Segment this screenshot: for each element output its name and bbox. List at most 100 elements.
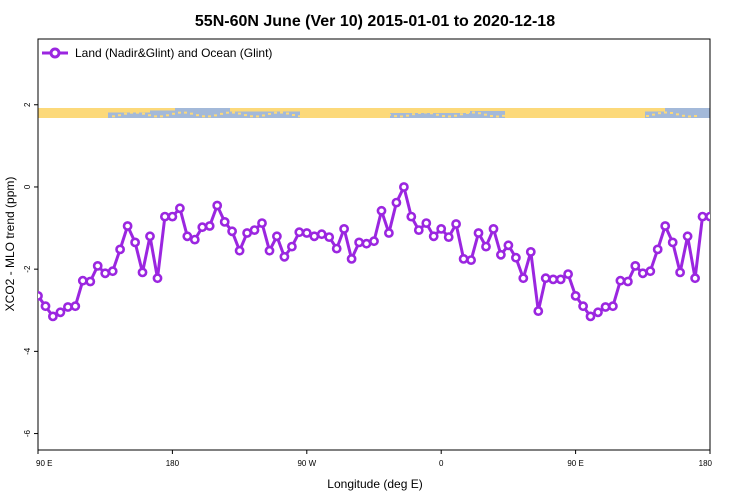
map-strip-land	[574, 112, 577, 115]
data-point	[481, 241, 491, 252]
data-point	[578, 301, 588, 312]
map-strip-land	[178, 111, 181, 114]
map-strip-land	[340, 113, 343, 116]
data-point	[152, 273, 163, 284]
map-strip-land	[286, 112, 289, 115]
map-strip-land	[694, 115, 697, 118]
map-strip-land	[310, 114, 313, 117]
data-point	[645, 266, 656, 277]
data-point	[48, 311, 58, 322]
data-point	[525, 246, 536, 257]
data-point	[279, 251, 290, 262]
y-tick-label: -6	[23, 429, 32, 437]
map-strip-land	[298, 115, 301, 118]
map-strip-land	[592, 115, 595, 118]
data-point	[600, 302, 611, 312]
data-point	[100, 268, 111, 279]
map-strip-land	[262, 114, 265, 117]
data-point	[637, 268, 648, 279]
data-point	[361, 238, 372, 249]
data-point	[63, 302, 73, 312]
x-tick-label: 180	[166, 459, 180, 468]
data-point	[204, 221, 215, 231]
map-strip-land	[430, 112, 433, 115]
data-point	[331, 243, 342, 254]
map-strip-land	[322, 111, 325, 114]
map-strip-land	[645, 108, 665, 112]
data-point	[92, 260, 103, 271]
map-strip-land	[470, 108, 505, 111]
data-point	[145, 231, 155, 242]
data-point	[615, 275, 626, 286]
map-strip-land	[166, 114, 169, 117]
map-strip-land	[316, 113, 319, 116]
x-tick-label: 90 E	[36, 459, 52, 468]
data-point	[548, 274, 559, 285]
map-strip-land	[562, 112, 565, 115]
map-strip-land	[472, 111, 475, 114]
legend-marker	[49, 47, 61, 59]
x-axis: 90 E 180 90 W 0 90 E 180	[36, 450, 713, 468]
data-point	[391, 197, 402, 208]
map-strip-land	[442, 115, 445, 118]
data-point	[630, 260, 641, 271]
data-point	[234, 245, 245, 256]
data-point	[354, 237, 364, 248]
series-layer	[38, 182, 710, 322]
map-strip-land	[328, 111, 331, 114]
map-strip-land	[610, 112, 613, 115]
data-point	[488, 223, 499, 234]
map-strip-land	[484, 113, 487, 116]
map-strip-land	[508, 113, 511, 116]
data-point	[563, 269, 573, 279]
data-point	[38, 291, 43, 301]
map-strip-land	[556, 113, 559, 116]
data-point	[585, 311, 596, 322]
map-strip-land	[148, 114, 151, 117]
map-strip-land	[364, 113, 367, 116]
data-point	[458, 253, 469, 264]
legend: Land (Nadir&Glint) and Ocean (Glint)	[42, 46, 272, 60]
map-strip-land	[622, 112, 625, 115]
map-strip-land	[160, 115, 163, 118]
map-strip-land	[598, 114, 601, 117]
map-strip-land	[232, 111, 235, 114]
map-strip-land	[352, 115, 355, 118]
data-point	[249, 225, 260, 235]
data-point	[324, 232, 335, 242]
map-strip-land	[220, 112, 223, 115]
map-strip-land	[550, 114, 553, 117]
map-strip-land	[538, 114, 541, 117]
data-point	[77, 275, 88, 286]
data-point	[406, 211, 417, 222]
data-point	[264, 245, 275, 256]
map-strip-land	[184, 111, 187, 114]
data-point	[533, 306, 544, 316]
map-strip-land	[196, 114, 199, 117]
map-strip-land	[214, 114, 217, 117]
map-strip-land	[390, 108, 470, 113]
map-strip-land	[502, 114, 505, 117]
x-tick-label: 0	[439, 459, 444, 468]
map-strip-land	[454, 114, 457, 117]
data-point	[690, 273, 700, 284]
map-strip-land	[142, 112, 145, 115]
map-strip-land	[412, 113, 415, 116]
map-strip-land	[38, 108, 108, 118]
data-point	[413, 225, 424, 235]
map-strip-land	[346, 115, 349, 118]
data-point	[189, 234, 200, 245]
data-point	[451, 219, 461, 229]
map-strip-land	[172, 112, 175, 115]
map-strip-land	[670, 111, 673, 114]
map-strip-land	[124, 112, 127, 115]
map-strip-land	[688, 115, 691, 118]
y-tick-label: -4	[23, 347, 32, 355]
data-point	[115, 244, 125, 255]
map-strip-land	[478, 112, 481, 115]
map-strip	[38, 108, 710, 118]
map-strip-land	[682, 114, 685, 117]
map-strip-land	[304, 115, 307, 118]
map-strip-land	[280, 111, 283, 114]
